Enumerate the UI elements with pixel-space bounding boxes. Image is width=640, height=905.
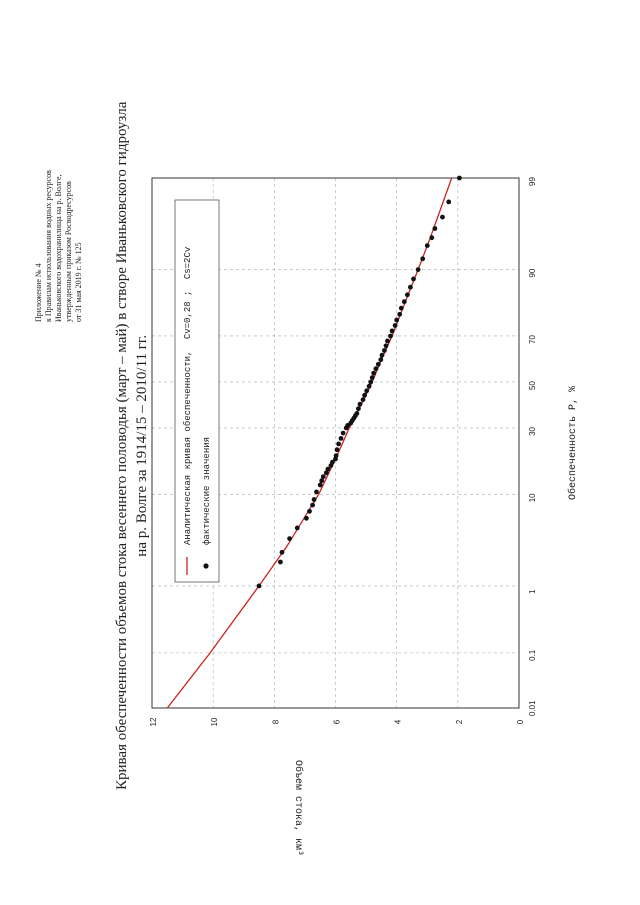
legend-line-label: Аналитическая кривая обеспеченности, Cv=…	[183, 246, 193, 545]
observed-point	[432, 226, 438, 231]
observed-point	[314, 489, 319, 495]
observed-point	[336, 441, 341, 447]
observed-point	[401, 299, 407, 305]
y-tick-label: 8	[271, 719, 280, 724]
observed-point	[330, 459, 335, 465]
observed-point	[440, 214, 445, 220]
legend-line-text: Аналитическая кривая обеспеченности,	[183, 351, 193, 545]
y-axis-title: Объем стока, км³	[292, 760, 305, 856]
x-tick-label: 90	[528, 268, 537, 277]
observed-point	[311, 497, 317, 502]
observed-point	[389, 328, 395, 334]
y-tick-label: 0	[516, 719, 525, 724]
observed-point	[278, 559, 283, 565]
x-tick-label: 1	[528, 589, 537, 594]
observed-point	[378, 357, 384, 363]
x-tick-label: 0.1	[528, 649, 537, 661]
x-tick-label: 50	[528, 381, 537, 390]
observed-point	[279, 549, 285, 555]
observed-point	[408, 284, 413, 290]
y-tick-label: 12	[149, 717, 158, 726]
plot-frame	[151, 177, 520, 709]
observed-point	[405, 292, 410, 298]
observed-point	[366, 383, 372, 389]
legend: Аналитическая кривая обеспеченности, Cv=…	[174, 199, 220, 583]
observed-point	[287, 536, 292, 541]
observed-point	[382, 348, 387, 353]
y-tick-label: 2	[455, 719, 464, 724]
observed-point	[323, 470, 329, 476]
observed-point	[338, 436, 344, 441]
observed-point	[371, 370, 377, 376]
observed-point	[319, 478, 325, 484]
observed-point	[424, 243, 430, 249]
observed-point	[320, 474, 326, 480]
observed-point	[446, 199, 452, 205]
observed-point	[429, 235, 435, 241]
legend-frame	[174, 199, 220, 583]
observed-point	[368, 379, 374, 385]
observed-point	[334, 447, 340, 453]
observed-point	[356, 406, 361, 412]
observed-point	[310, 502, 315, 508]
observed-point	[457, 175, 462, 181]
observed-point	[307, 508, 312, 514]
observed-point	[325, 466, 331, 472]
observed-point	[379, 352, 385, 358]
observed-point	[394, 317, 400, 323]
observed-point	[385, 338, 390, 344]
observed-point	[420, 256, 426, 262]
tick-labels: 0.01 0.1 1 10 30 50 70 90 99 0 2 4 6 8 10 12	[149, 177, 537, 727]
legend-cv-text: Cv=0,28 ;	[183, 291, 193, 340]
x-tick-label: 99	[528, 177, 537, 186]
observed-point	[340, 430, 346, 436]
observed-point	[411, 276, 416, 282]
observed-point	[294, 525, 300, 531]
x-tick-label: 10	[528, 493, 537, 502]
observed-point	[392, 323, 398, 328]
x-axis-title: Обеспеченность P, %	[566, 386, 579, 500]
legend-point-swatch	[203, 563, 209, 569]
y-tick-label: 10	[210, 717, 219, 726]
observed-point	[364, 388, 370, 394]
observed-point	[369, 375, 375, 380]
observed-point	[360, 397, 366, 403]
observed-point	[362, 392, 367, 398]
observed-point	[398, 305, 404, 311]
legend-points-label: фактические значения	[202, 437, 212, 545]
observed-point	[388, 333, 393, 339]
observed-point	[304, 515, 309, 521]
observed-point	[256, 583, 262, 589]
y-tick-label: 6	[333, 719, 342, 724]
observed-point	[333, 453, 339, 459]
observed-point	[317, 482, 323, 488]
x-tick-label: 30	[528, 426, 537, 435]
legend-cs-text: Cs=2Cv	[183, 246, 193, 279]
observed-point	[415, 267, 421, 272]
x-tick-label: 0.01	[528, 700, 537, 716]
y-tick-label: 4	[394, 719, 403, 724]
observed-points	[256, 175, 462, 589]
observed-point	[397, 311, 403, 317]
observed-point	[373, 366, 379, 372]
observed-point	[375, 361, 381, 367]
observed-point	[357, 401, 363, 407]
observed-point	[383, 343, 389, 349]
x-tick-label: 70	[528, 335, 537, 344]
observed-point	[354, 411, 360, 416]
